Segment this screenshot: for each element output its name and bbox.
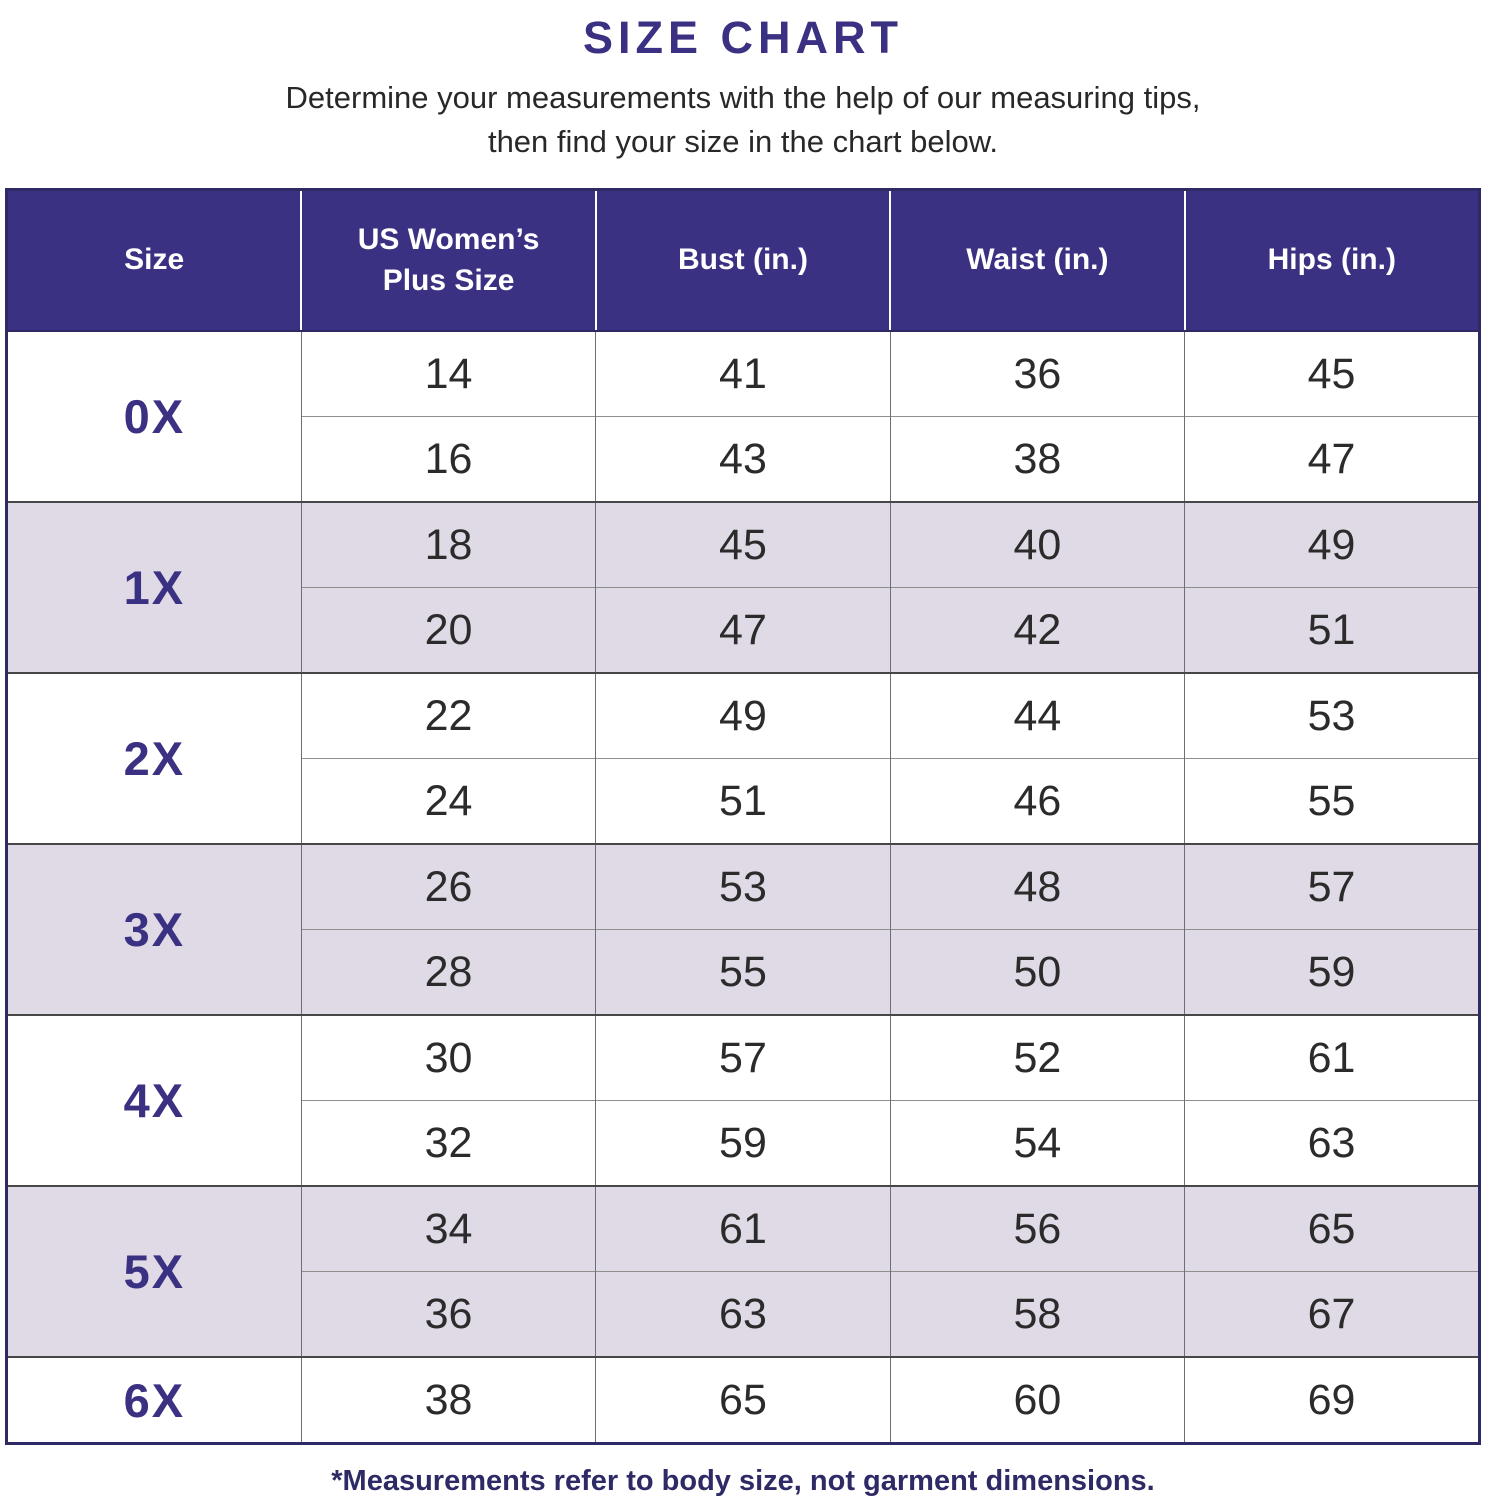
measurement-cell: 26 (300, 843, 596, 930)
subtitle-line-2: then find your size in the chart below. (487, 124, 999, 160)
subtitle: Determine your measurements with the hel… (0, 76, 1486, 164)
measurement-cell: 50 (889, 929, 1185, 1016)
column-header: US Women’s Plus Size (300, 189, 596, 333)
measurement-cell: 55 (595, 929, 891, 1016)
measurement-cell: 51 (595, 758, 891, 845)
page-title: SIZE CHART (583, 12, 903, 63)
measurement-cell: 34 (300, 1185, 596, 1272)
table-row: 36 63 58 67 (7, 1271, 1480, 1358)
measurement-cell: 36 (300, 1271, 596, 1358)
measurement-cell: 59 (1184, 929, 1480, 1016)
table-row: 32 59 54 63 (7, 1100, 1480, 1187)
size-label: 6X (6, 1356, 302, 1444)
measurement-cell: 59 (595, 1100, 891, 1187)
table-row: 2X 22 49 44 53 (6, 672, 1480, 845)
measurement-cell: 16 (300, 416, 596, 503)
measurement-cell: 45 (1184, 330, 1480, 417)
measurement-cell: 36 (889, 330, 1185, 417)
measurement-cell: 67 (1184, 1271, 1480, 1358)
measurement-cell: 20 (300, 587, 596, 674)
table-row: 24 51 46 55 (7, 758, 1480, 845)
measurement-cell: 57 (1184, 843, 1480, 930)
table-row: 28 55 50 59 (7, 929, 1480, 1016)
table-row: 0X 14 41 36 45 (6, 330, 1480, 503)
measurement-cell: 53 (1184, 672, 1480, 759)
measurement-cell: 30 (300, 1014, 596, 1101)
measurement-cell: 47 (1184, 416, 1480, 503)
measurement-cell: 63 (1184, 1100, 1480, 1187)
measurement-cell: 14 (300, 330, 596, 417)
measurement-cell: 57 (595, 1014, 891, 1101)
measurement-cell: 65 (1184, 1185, 1480, 1272)
size-label: 3X (6, 843, 302, 1016)
size-label: 5X (6, 1185, 302, 1358)
column-header: Size (6, 189, 302, 333)
measurement-cell: 43 (595, 416, 891, 503)
measurement-cell: 38 (889, 416, 1185, 503)
column-header: Hips (in.) (1183, 189, 1480, 333)
measurement-cell: 55 (1184, 758, 1480, 845)
footnote: *Measurements refer to body size, not ga… (331, 1465, 1155, 1498)
size-label: 0X (6, 330, 302, 503)
table-row: 20 47 42 51 (7, 587, 1480, 674)
table-row: 4X 30 57 52 61 (6, 1014, 1480, 1187)
measurement-cell: 49 (1184, 501, 1480, 588)
measurement-cell: 51 (1184, 587, 1480, 674)
measurement-cell: 38 (300, 1356, 596, 1444)
measurement-cell: 54 (889, 1100, 1185, 1187)
measurement-cell: 53 (595, 843, 891, 930)
measurement-cell: 42 (889, 587, 1185, 674)
measurement-cell: 47 (595, 587, 891, 674)
measurement-cell: 22 (300, 672, 596, 759)
column-header: Waist (in.) (889, 189, 1185, 333)
measurement-cell: 52 (889, 1014, 1185, 1101)
size-chart-table: Size US Women’s Plus Size Bust (in.) Waist … (5, 188, 1481, 1446)
measurement-cell: 32 (300, 1100, 596, 1187)
measurement-cell: 48 (889, 843, 1185, 930)
table-row: 5X 34 61 56 65 (6, 1185, 1480, 1358)
measurement-cell: 60 (889, 1356, 1185, 1444)
measurement-cell: 58 (889, 1271, 1185, 1358)
size-label: 2X (6, 672, 302, 845)
table-row: 1X 18 45 40 49 (6, 501, 1480, 674)
header-row: Size US Women’s Plus Size Bust (in.) Waist … (6, 189, 1480, 333)
measurement-cell: 65 (595, 1356, 891, 1444)
measurement-cell: 41 (595, 330, 891, 417)
table-row: 3X 26 53 48 57 (6, 843, 1480, 1016)
measurement-cell: 63 (595, 1271, 891, 1358)
measurement-cell: 45 (595, 501, 891, 588)
measurement-cell: 56 (889, 1185, 1185, 1272)
size-label: 4X (6, 1014, 302, 1187)
measurement-cell: 61 (1184, 1014, 1480, 1101)
measurement-cell: 61 (595, 1185, 891, 1272)
measurement-cell: 18 (300, 501, 596, 588)
measurement-cell: 24 (300, 758, 596, 845)
size-label: 1X (6, 501, 302, 674)
column-header: Bust (in.) (594, 189, 891, 333)
measurement-cell: 40 (889, 501, 1185, 588)
measurement-cell: 28 (300, 929, 596, 1016)
table-row: 6X 38 65 60 69 (6, 1356, 1480, 1444)
measurement-cell: 69 (1184, 1356, 1480, 1444)
measurement-cell: 46 (889, 758, 1185, 845)
table-row: 16 43 38 47 (7, 416, 1480, 503)
measurement-cell: 44 (889, 672, 1185, 759)
subtitle-line-1: Determine your measurements with the hel… (285, 80, 1201, 115)
measurement-cell: 49 (595, 672, 891, 759)
